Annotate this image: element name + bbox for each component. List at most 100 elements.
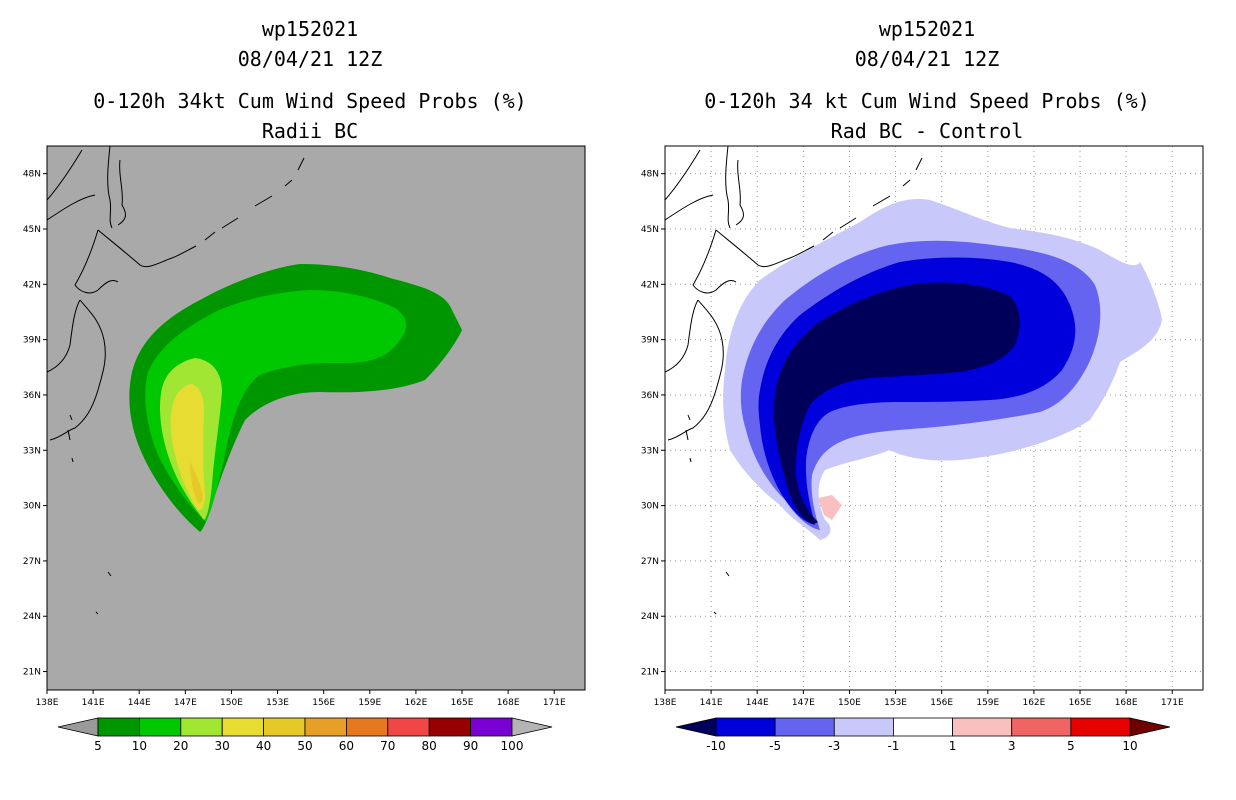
right-plot-frame [664, 145, 1204, 691]
right-colorbar-segment [893, 717, 953, 737]
left-colorbar-label: 40 [256, 739, 271, 753]
left-y-tick-label: 39N [23, 336, 41, 346]
left-colorbar-high-triangle [511, 717, 553, 737]
left-y-tick-label: 27N [23, 557, 41, 567]
left-x-tick-label: 141E [82, 698, 105, 708]
left-colorbar-label: 80 [422, 739, 437, 753]
left-colorbar-label: 5 [94, 739, 102, 753]
right-coast-izu-islands [685, 414, 730, 615]
right-title-line-3: 0-120h 34 kt Cum Wind Speed Probs (%) [704, 89, 1150, 113]
left-x-tick-label: 147E [174, 698, 197, 708]
left-x-tick-label: 162E [404, 698, 427, 708]
left-coastlines [47, 146, 305, 615]
right-x-axis: 138E 141E 144E 147E 150E 153E 156E 159E 162E 165E… [654, 690, 1184, 708]
left-x-tick-label: 153E [266, 698, 289, 708]
right-x-tick-label: 147E [792, 698, 815, 708]
right-colorbar-segment [833, 717, 894, 737]
right-x-tick-label: 162E [1022, 698, 1045, 708]
left-colorbar-label: 70 [380, 739, 395, 753]
left-x-tick-label: 144E [128, 698, 151, 708]
left-colorbar-low-triangle [57, 717, 99, 737]
left-y-tick-label: 48N [23, 170, 41, 180]
left-colorbar-label: 20 [173, 739, 188, 753]
left-colorbar: 5 10 20 30 40 50 60 70 80 90 100 [57, 717, 553, 753]
left-colorbar-label: 10 [132, 739, 147, 753]
left-x-tick-label: 138E [36, 698, 59, 708]
right-y-axis: 48N 45N 42N 39N 36N 33N 30N 27N 24N 21N [641, 170, 665, 678]
right-x-tick-label: 141E [700, 698, 723, 708]
right-y-tick-label: 45N [641, 225, 659, 235]
right-y-tick-label: 48N [641, 170, 659, 180]
right-y-tick-label: 21N [641, 668, 659, 678]
left-colorbar-segment [97, 717, 140, 737]
right-y-tick-label: 33N [641, 446, 659, 456]
right-x-tick-label: 150E [838, 698, 861, 708]
right-colorbar-high-triangle [1129, 717, 1171, 737]
right-colorbar-label: 5 [1067, 739, 1075, 753]
left-colorbar-label: 30 [215, 739, 230, 753]
right-colorbar-label: -3 [828, 739, 840, 753]
right-contours [723, 199, 1162, 540]
left-x-tick-label: 165E [451, 698, 474, 708]
right-colorbar-label: 3 [1008, 739, 1016, 753]
left-x-tick-label: 171E [543, 698, 566, 708]
left-coast-mainland [47, 149, 96, 221]
left-colorbar-label: 60 [339, 739, 354, 753]
right-colorbar-segment [774, 717, 835, 737]
right-colorbar-segment [715, 717, 776, 737]
left-colorbar-segment [387, 717, 430, 737]
right-coastlines [665, 146, 923, 615]
right-title: wp152021 08/04/21 12Z 0-120h 34 kt Cum W… [617, 14, 1236, 146]
left-coast-izu-islands [67, 414, 112, 615]
left-plot-frame [46, 145, 586, 691]
right-colorbar-label: 1 [949, 739, 957, 753]
right-x-tick-label: 144E [746, 698, 769, 708]
left-title-line-2: 08/04/21 12Z [237, 47, 383, 71]
right-contour-plus1 [818, 495, 842, 520]
left-title-line-1: wp152021 [261, 17, 359, 41]
right-colorbar-low-triangle [675, 717, 717, 737]
left-x-tick-label: 156E [312, 698, 335, 708]
left-contours [129, 264, 462, 532]
right-x-tick-label: 159E [976, 698, 999, 708]
left-colorbar-label: 50 [297, 739, 312, 753]
left-y-tick-label: 30N [23, 502, 41, 512]
right-x-tick-label: 138E [654, 698, 677, 708]
left-plot-background [47, 146, 585, 690]
right-colorbar-label: 10 [1122, 739, 1137, 753]
right-x-tick-label: 168E [1115, 698, 1138, 708]
right-colorbar-segment [952, 717, 1013, 737]
left-y-tick-label: 45N [23, 225, 41, 235]
left-coast-hokkaido [74, 229, 197, 294]
right-y-tick-label: 42N [641, 280, 659, 290]
left-colorbar-segment [138, 717, 182, 737]
left-title: wp152021 08/04/21 12Z 0-120h 34kt Cum Wi… [0, 14, 620, 146]
right-title-line-4: Rad BC - Control [830, 119, 1024, 143]
right-colorbar-label: -10 [706, 739, 726, 753]
left-coast-kurils [204, 157, 305, 241]
left-colorbar-segment [428, 717, 472, 737]
left-y-tick-label: 36N [23, 391, 41, 401]
right-colorbar: -10 -5 -3 -1 1 3 5 10 [675, 717, 1171, 753]
right-colorbar-segment [1011, 717, 1072, 737]
left-y-tick-label: 33N [23, 446, 41, 456]
left-colorbar-segment [263, 717, 306, 737]
right-x-tick-label: 156E [930, 698, 953, 708]
left-x-tick-label: 150E [220, 698, 243, 708]
right-y-tick-label: 24N [641, 612, 659, 622]
left-x-tick-label: 168E [497, 698, 520, 708]
right-plot: 138E 141E 144E 147E 150E 153E 156E 159E 162E 165E… [641, 145, 1204, 708]
left-y-tick-label: 42N [23, 280, 41, 290]
left-colorbar-segment [304, 717, 347, 737]
right-title-line-2: 08/04/21 12Z [854, 47, 1000, 71]
right-colorbar-label: -1 [887, 739, 899, 753]
right-y-tick-label: 36N [641, 391, 659, 401]
right-y-tick-label: 39N [641, 336, 659, 346]
right-x-tick-label: 153E [884, 698, 907, 708]
right-y-tick-label: 27N [641, 557, 659, 567]
left-x-tick-label: 159E [358, 698, 381, 708]
right-coast-kurils [822, 157, 923, 241]
left-colorbar-segment [221, 717, 264, 737]
left-coast-sakhalin [107, 146, 126, 229]
